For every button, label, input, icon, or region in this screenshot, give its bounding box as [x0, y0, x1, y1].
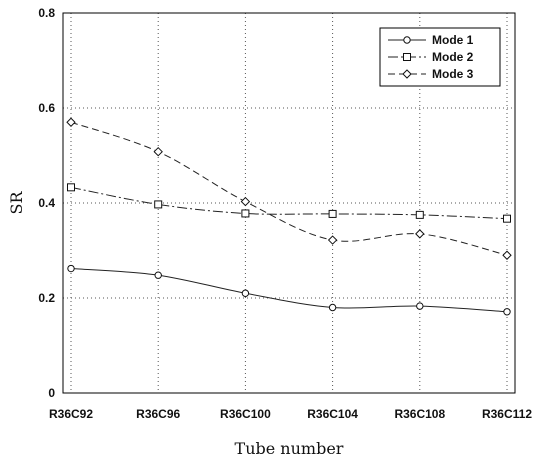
- data-point: [154, 271, 162, 279]
- x-tick-label: R36C100: [220, 407, 271, 421]
- plot-frame: [62, 12, 516, 394]
- data-point: [415, 210, 424, 219]
- series-1: [67, 264, 511, 316]
- y-axis-ticks: 0 0.2 0.4 0.6 0.8: [38, 6, 55, 400]
- x-tick-label: R36C112: [482, 407, 532, 421]
- data-point: [240, 196, 251, 207]
- legend-marker: [402, 69, 412, 79]
- data-point: [327, 235, 338, 245]
- x-tick-label: R36C92: [49, 407, 93, 421]
- legend-marker: [403, 53, 411, 61]
- data-point: [67, 264, 75, 273]
- data-point: [328, 209, 337, 218]
- series-line: [70, 121, 508, 256]
- legend-marker: [403, 36, 411, 44]
- x-axis-title: Tube number: [235, 439, 344, 458]
- series-line: [70, 268, 508, 313]
- y-tick-label: 0.2: [38, 291, 55, 305]
- data-point: [66, 117, 76, 127]
- grid-lines: [63, 13, 515, 393]
- y-tick-label: 0.4: [38, 196, 55, 210]
- series-layer: [66, 117, 512, 316]
- x-tick-label: R36C104: [307, 407, 358, 421]
- y-tick-label: 0.6: [38, 101, 55, 115]
- series-line: [70, 186, 508, 220]
- data-point: [503, 214, 511, 223]
- legend-label: Mode 1: [432, 33, 474, 47]
- series-2: [67, 183, 511, 223]
- data-point: [415, 229, 425, 239]
- data-point: [154, 200, 163, 209]
- legend-label: Mode 3: [432, 67, 474, 81]
- legend-label: Mode 2: [432, 50, 474, 64]
- data-point: [241, 209, 250, 218]
- x-tick-label: R36C108: [394, 407, 445, 421]
- series-3: [66, 117, 512, 260]
- legend-box: [379, 27, 501, 87]
- data-point: [67, 183, 75, 192]
- data-point: [502, 250, 512, 260]
- legend: Mode 1 Mode 2 Mode 3: [379, 27, 501, 87]
- data-point: [328, 303, 337, 312]
- y-tick-label: 0.8: [38, 6, 55, 20]
- x-tick-label: R36C96: [136, 407, 180, 421]
- x-axis-ticks: R36C92 R36C96 R36C100 R36C104 R36C108 R36C112: [49, 407, 532, 421]
- data-point: [153, 146, 163, 157]
- data-point: [503, 308, 511, 316]
- y-tick-label: 0: [48, 386, 55, 400]
- y-axis-title: SR: [7, 191, 26, 215]
- data-point: [416, 302, 424, 310]
- data-point: [241, 289, 250, 297]
